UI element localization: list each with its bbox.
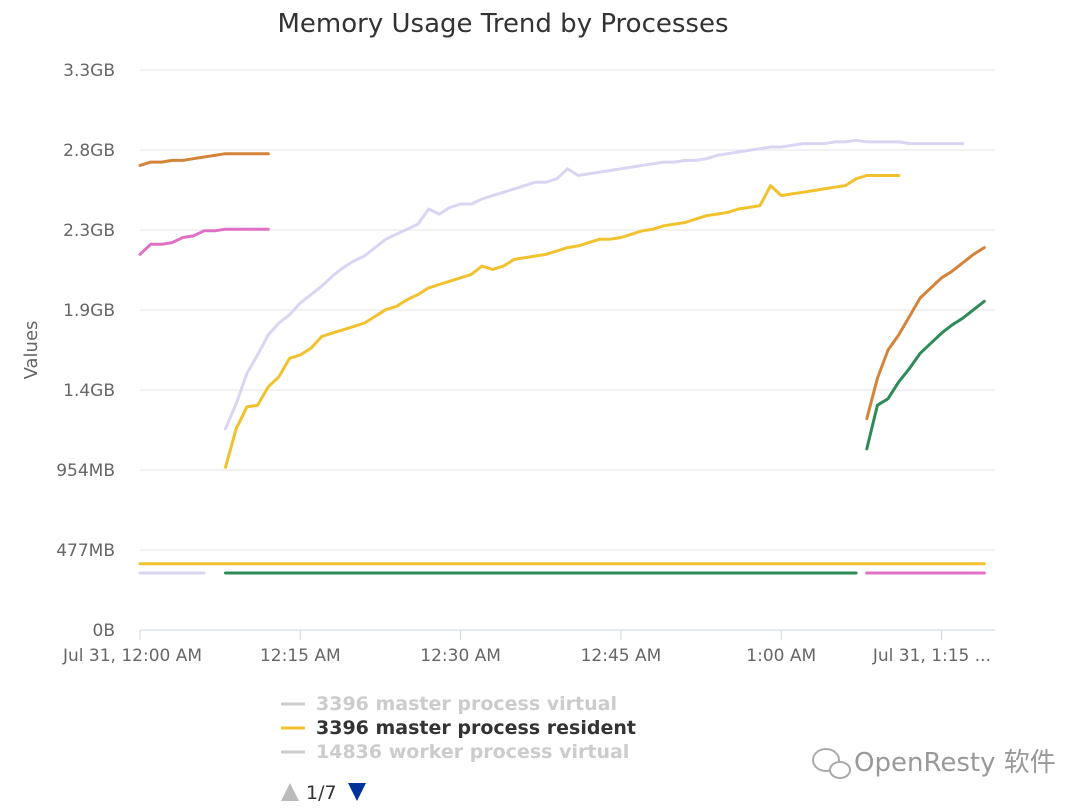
x-tick-label: 12:45 AM — [581, 646, 662, 666]
series-2 — [138, 227, 986, 575]
series-lines — [138, 138, 986, 575]
x-axis-ticks: Jul 31, 12:00 AM 12:15 AM 12:30 AM 12:45 AM… — [62, 630, 991, 666]
legend-pager: 1/7 — [281, 782, 366, 804]
y-tick-label: 2.3GB — [63, 221, 115, 241]
y-tick-label: 0B — [93, 621, 115, 641]
pager-text: 1/7 — [306, 782, 337, 804]
legend-item[interactable]: 3396 master process virtual — [316, 693, 617, 715]
series-line — [138, 152, 270, 167]
series-0 — [138, 138, 965, 575]
x-tick-label: Jul 31, 1:15 ... — [872, 646, 991, 666]
x-tick-label: Jul 31, 12:00 AM — [62, 646, 202, 666]
pager-down-arrow-icon[interactable] — [348, 783, 366, 801]
series-line — [224, 138, 965, 431]
watermark-text: OpenResty 软件 — [854, 748, 1056, 778]
y-tick-label: 1.4GB — [63, 381, 115, 401]
series-line — [138, 227, 270, 256]
series-line — [224, 174, 901, 469]
x-tick-label: 12:30 AM — [420, 646, 501, 666]
watermark: OpenResty 软件 — [812, 748, 1056, 779]
y-tick-label: 954MB — [56, 461, 115, 481]
y-axis-ticks: 0B 477MB 954MB 1.4GB 1.9GB 2.3GB 2.8GB 3.3GB — [56, 61, 115, 641]
y-tick-label: 3.3GB — [63, 61, 115, 81]
grid-lines — [140, 69, 995, 551]
legend-item[interactable]: 14836 worker process virtual — [316, 741, 629, 763]
y-tick-label: 477MB — [56, 541, 115, 561]
y-axis-label: Values — [21, 321, 42, 380]
chart-title: Memory Usage Trend by Processes — [277, 9, 728, 39]
series-line — [865, 246, 986, 421]
pager-up-arrow-icon[interactable] — [281, 783, 299, 801]
wechat-icon — [812, 748, 851, 779]
series-line — [865, 299, 986, 451]
y-tick-label: 2.8GB — [63, 141, 115, 161]
x-tick-label: 1:00 AM — [746, 646, 816, 666]
y-tick-label: 1.9GB — [63, 301, 115, 321]
series-1 — [138, 174, 986, 566]
series-3 — [138, 152, 986, 421]
legend-item[interactable]: 3396 master process resident — [316, 717, 636, 739]
x-tick-label: 12:15 AM — [260, 646, 341, 666]
series-4 — [224, 299, 986, 575]
